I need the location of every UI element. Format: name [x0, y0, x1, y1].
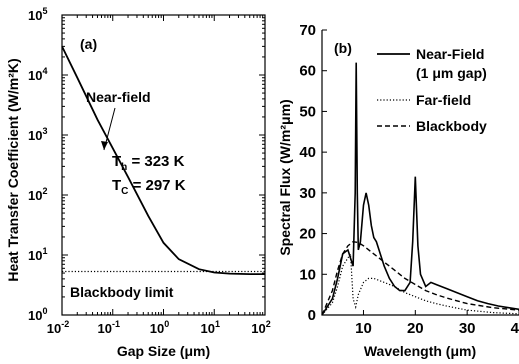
- panel-a-series-near-field: [61, 46, 265, 275]
- panel-b-y-axis-title: Spectral Flux (W/m²μm): [277, 99, 293, 255]
- panel-b-x-axis-title: Wavelength (μm): [364, 343, 476, 359]
- panel-b-y-tick-label: 70: [299, 22, 316, 39]
- near-field-annotation: Near-field: [86, 89, 151, 105]
- panel-a-x-tick-base: 10: [98, 321, 112, 336]
- panel-b-y-tick-label: 10: [299, 266, 316, 283]
- panel-a-y-tick-exp: 1: [42, 246, 47, 256]
- panel-b-legend: Near-Field (1 μm gap) Far-field Blackbody: [377, 46, 487, 134]
- th-value: = 323 K: [127, 153, 184, 170]
- panel-a-y-tick-label: 103: [28, 126, 47, 143]
- near-field-arrow-head: [101, 141, 108, 150]
- panel-a-x-tick-exp: -1: [112, 319, 120, 329]
- panel-a-y-tick-exp: 0: [42, 306, 47, 316]
- panel-a-y-axis-title: Heat Transfer Coefficient (W/m²K): [5, 58, 21, 281]
- hot-temperature-label: Th = 323 K: [112, 153, 185, 173]
- panel-a-label: (a): [80, 36, 97, 52]
- panel-a-x-tick-exp: 2: [266, 319, 271, 329]
- panel-b-y-tick-label: 20: [299, 226, 316, 243]
- panel-a-y-tick-base: 10: [28, 188, 42, 203]
- legend-entry-sublabel: (1 μm gap): [416, 65, 487, 81]
- panel-a-x-tick-exp: -2: [61, 319, 69, 329]
- panel-a-x-tick-exp: 1: [215, 319, 220, 329]
- panel-a-y-tick-label: 100: [28, 306, 47, 323]
- panel-a-y-tick-label: 105: [28, 6, 47, 23]
- tc-symbol: T: [112, 177, 121, 194]
- panel-a-y-tick-base: 10: [28, 128, 42, 143]
- legend-entry-label: Far-field: [416, 92, 471, 108]
- panel-a-y-tick-label: 101: [28, 246, 47, 263]
- cold-temperature-label: TC = 297 K: [112, 177, 186, 197]
- panel-a-y-tick-label: 104: [28, 66, 47, 83]
- th-symbol: T: [112, 153, 121, 170]
- panel-a-y-tick-exp: 3: [42, 126, 47, 136]
- panel-a-y-tick-base: 10: [28, 8, 42, 23]
- panel-a-x-tick-base: 10: [47, 321, 61, 336]
- panel-a-x-tick-base: 10: [150, 321, 164, 336]
- panel-a-y-tick-base: 10: [28, 308, 42, 323]
- panel-a-y-tick-exp: 4: [42, 66, 47, 76]
- panel-b-y-tick-label: 50: [299, 103, 316, 120]
- panel-a-x-tick-base: 10: [201, 321, 215, 336]
- panel-a-x-tick-exp: 0: [164, 319, 169, 329]
- panel-a-y-tick-exp: 5: [42, 6, 47, 16]
- panel-b-y-tick-label: 60: [299, 63, 316, 80]
- blackbody-limit-annotation: Blackbody limit: [70, 284, 174, 300]
- panel-a-y-tick-base: 10: [28, 248, 42, 263]
- legend-entry-label: Near-Field: [416, 46, 484, 62]
- panel-b-x-tick-label: 40: [511, 320, 519, 337]
- panel-a-x-tick-label: 101: [201, 319, 220, 336]
- tc-value: = 297 K: [128, 177, 185, 194]
- panel-a-chart: 10-2 10-1 100 101 102100101102103104105(a)Ne…: [5, 6, 271, 359]
- panel-a-x-tick-label: 10-2: [47, 319, 69, 336]
- th-subscript: h: [121, 162, 127, 173]
- panel-a-y-tick-base: 10: [28, 68, 42, 83]
- panel-a-y-tick-label: 102: [28, 186, 47, 203]
- panel-b-x-tick-label: 20: [407, 320, 424, 337]
- panel-b-label: (b): [334, 40, 352, 56]
- panel-a-x-tick-label: 100: [150, 319, 169, 336]
- panel-b-y-tick-label: 40: [299, 144, 316, 161]
- panel-b-series-far-field: [321, 252, 519, 316]
- panel-a-x-tick-label: 10-1: [98, 319, 120, 336]
- panel-b-chart: 0 10 20 30 40 50 60 70 10 20 30 40 (b) Near-Field (1 μ…: [277, 22, 519, 359]
- panel-a-x-tick-label: 102: [251, 319, 270, 336]
- panel-a-x-tick-base: 10: [251, 321, 265, 336]
- panel-b-series-near-field-1-m-gap: [321, 62, 519, 316]
- panel-b-x-tick-label: 30: [459, 320, 476, 337]
- panel-b-y-tick-label: 0: [308, 307, 316, 324]
- panel-b-x-tick-label: 10: [355, 320, 372, 337]
- tc-subscript: C: [121, 186, 128, 197]
- panel-b-y-tick-label: 30: [299, 185, 316, 202]
- panel-a-x-axis-title: Gap Size (μm): [117, 343, 210, 359]
- panel-b-series-blackbody: [321, 240, 519, 316]
- legend-entry-label: Blackbody: [416, 118, 487, 134]
- panel-a-y-tick-exp: 2: [42, 186, 47, 196]
